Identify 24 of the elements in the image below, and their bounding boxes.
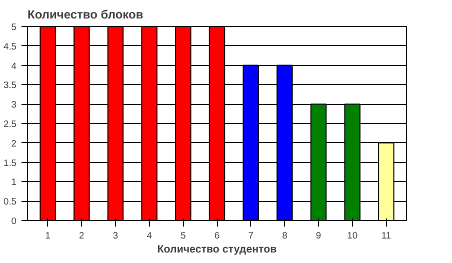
y-tick-label: 1	[11, 177, 17, 188]
y-tick-label: 4	[11, 60, 17, 71]
x-tick-label: 2	[79, 230, 84, 240]
y-tick-label: 2.5	[4, 119, 16, 129]
x-tick-label: 9	[316, 230, 322, 240]
x-tick-label: 11	[381, 230, 392, 240]
x-axis-title: Количество студентов	[157, 244, 278, 256]
y-tick-label: 4.5	[4, 41, 16, 52]
chart-title: Количество блоков	[28, 8, 144, 22]
x-tick-label: 1	[45, 230, 50, 240]
y-tick-label: 3	[11, 100, 17, 110]
x-tick-label: 4	[146, 230, 152, 240]
x-tick-label: 6	[214, 230, 220, 240]
y-tick-label: 0	[11, 216, 17, 226]
y-tick-label: 1.5	[4, 158, 16, 168]
y-tick-label: 0.5	[4, 196, 16, 207]
y-tick-label: 3.5	[4, 80, 16, 90]
x-tick-label: 7	[248, 230, 254, 240]
y-tick-label: 5	[11, 22, 17, 32]
x-tick-label: 8	[282, 230, 288, 240]
x-tick-label: 3	[112, 230, 118, 240]
y-tick-label: 2	[11, 138, 17, 148]
x-tick-label: 10	[347, 230, 358, 240]
x-tick-label: 5	[180, 230, 186, 240]
